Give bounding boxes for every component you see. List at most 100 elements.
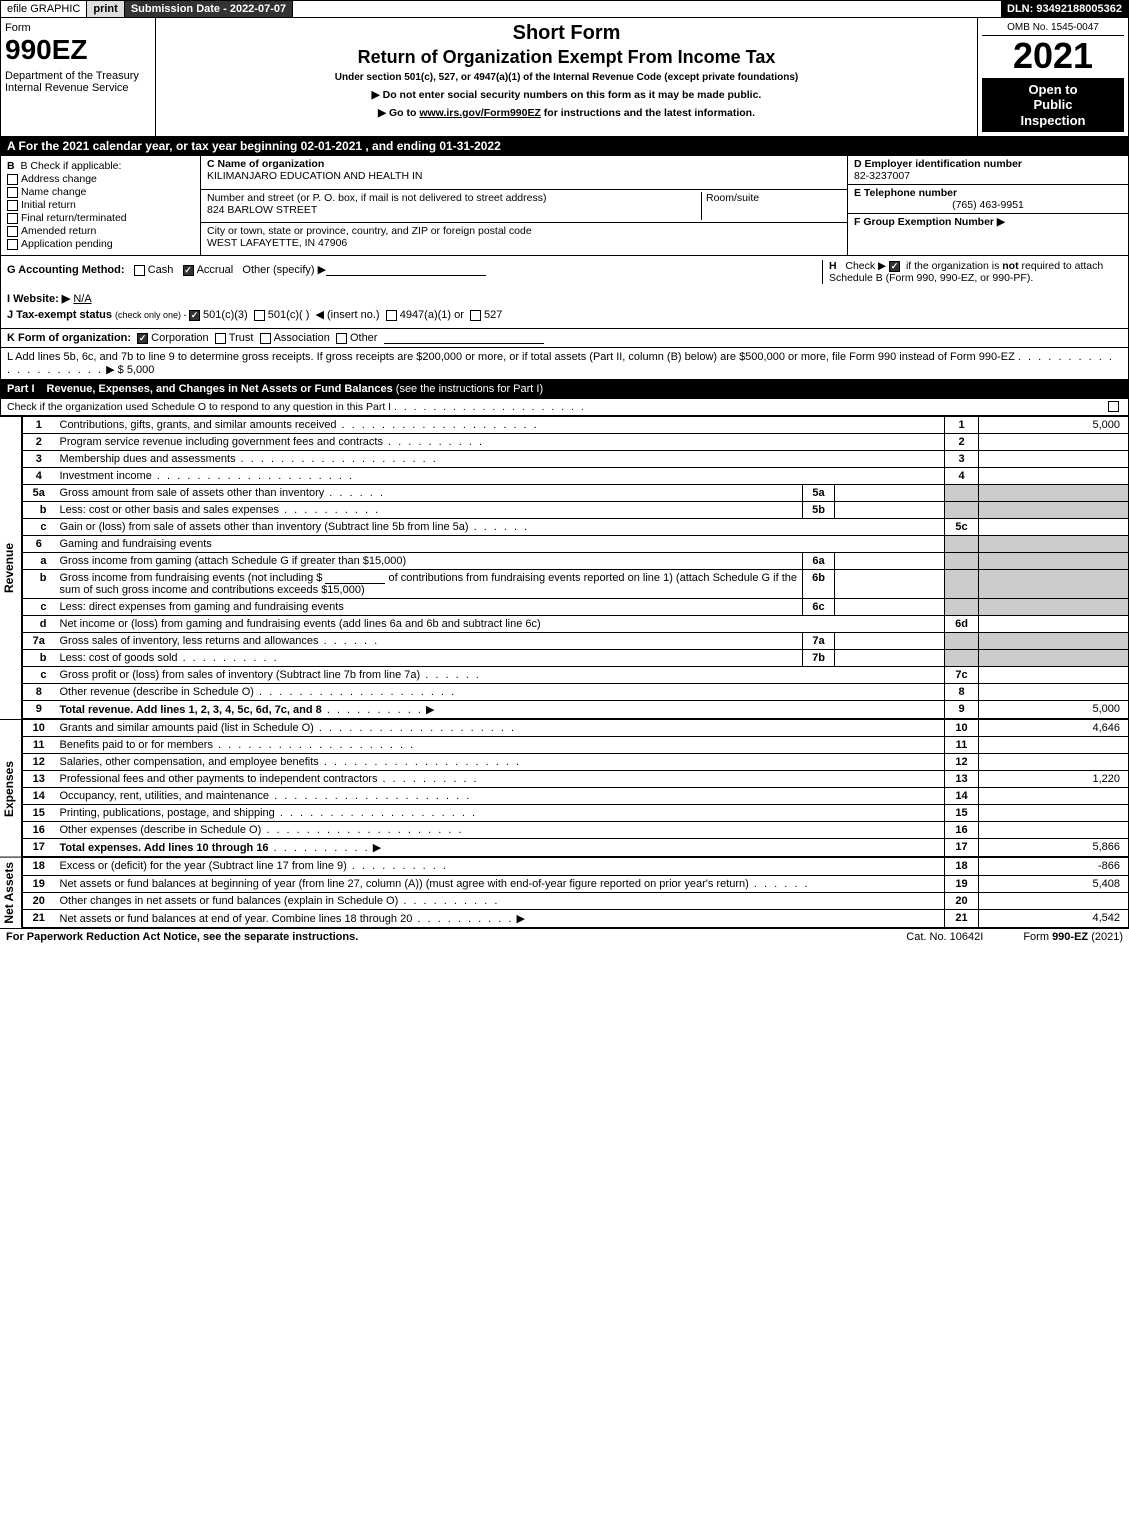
submission-date: Submission Date - 2022-07-07: [125, 1, 293, 17]
schedule-b-checkbox[interactable]: [889, 261, 900, 272]
phone-value: (765) 463-9951: [854, 199, 1122, 211]
l7c-ref: 7c: [945, 667, 979, 684]
l9-desc: Total revenue. Add lines 1, 2, 3, 4, 5c,…: [60, 704, 322, 716]
header-left: Form 990EZ Department of the Treasury In…: [1, 18, 156, 136]
l8-num: 8: [23, 684, 55, 701]
phone-label: E Telephone number: [854, 187, 957, 199]
l6d-ref: 6d: [945, 616, 979, 633]
l6b-ref: 6b: [803, 570, 835, 599]
line-15: 15Printing, publications, postage, and s…: [23, 805, 1129, 822]
l6d-desc: Net income or (loss) from gaming and fun…: [60, 618, 541, 630]
paperwork-notice: For Paperwork Reduction Act Notice, see …: [6, 931, 358, 943]
line-6c: cLess: direct expenses from gaming and f…: [23, 599, 1129, 616]
l6-desc: Gaming and fundraising events: [55, 536, 945, 553]
l8-amount: [979, 684, 1129, 701]
l16-ref: 16: [945, 822, 979, 839]
check-application-pending[interactable]: Application pending: [7, 238, 194, 250]
h-not: not: [1002, 260, 1018, 272]
l20-num: 20: [23, 892, 55, 909]
l19-desc: Net assets or fund balances at beginning…: [60, 878, 749, 890]
l17-num: 17: [23, 839, 55, 857]
l16-desc: Other expenses (describe in Schedule O): [60, 824, 262, 836]
line-5a: 5aGross amount from sale of assets other…: [23, 485, 1129, 502]
part-1-grid: Revenue 1Contributions, gifts, grants, a…: [0, 416, 1129, 928]
part-1-num: Part I: [7, 383, 35, 395]
entity-info-block: B B Check if applicable: Address change …: [0, 156, 1129, 256]
ein-label: D Employer identification number: [854, 158, 1022, 170]
opt-527: 527: [484, 309, 502, 321]
line-5b: bLess: cost or other basis and sales exp…: [23, 502, 1129, 519]
l1-ref: 1: [945, 417, 979, 434]
part-1-header: Part I Revenue, Expenses, and Changes in…: [0, 380, 1129, 399]
l6-num: 6: [23, 536, 55, 553]
check-name-change[interactable]: Name change: [7, 186, 194, 198]
line-7a: 7aGross sales of inventory, less returns…: [23, 633, 1129, 650]
l7b-inner-amount: [835, 650, 945, 667]
l14-amount: [979, 788, 1129, 805]
line-3: 3Membership dues and assessments3: [23, 451, 1129, 468]
line-6b: bGross income from fundraising events (n…: [23, 570, 1129, 599]
l1-amount: 5,000: [979, 417, 1129, 434]
l13-ref: 13: [945, 771, 979, 788]
section-c: C Name of organization KILIMANJARO EDUCA…: [201, 156, 848, 255]
section-b-label: B Check if applicable:: [20, 160, 121, 172]
l6b-inner-amount: [835, 570, 945, 599]
part-1-title: Revenue, Expenses, and Changes in Net As…: [47, 383, 393, 395]
l7b-ref: 7b: [803, 650, 835, 667]
line-2: 2Program service revenue including gover…: [23, 434, 1129, 451]
line-20: 20 Other changes in net assets or fund ba…: [23, 892, 1129, 909]
l2-desc: Program service revenue including govern…: [60, 436, 383, 448]
l9-amount: 5,000: [979, 701, 1129, 719]
l7a-ref: 7a: [803, 633, 835, 650]
check-address-change[interactable]: Address change: [7, 173, 194, 185]
insert-no: ◀ (insert no.): [315, 309, 379, 321]
goto-suffix: for instructions and the latest informat…: [541, 107, 755, 119]
l20-desc: Other changes in net assets or fund bala…: [60, 895, 399, 907]
line-6d: dNet income or (loss) from gaming and fu…: [23, 616, 1129, 633]
line-19: 19Net assets or fund balances at beginni…: [23, 875, 1129, 892]
l11-num: 11: [23, 737, 55, 754]
opt-trust: Trust: [229, 332, 254, 344]
l5c-num: c: [23, 519, 55, 536]
l9-ref: 9: [945, 701, 979, 719]
main-title: Return of Organization Exempt From Incom…: [164, 47, 969, 68]
form-ref-suffix: (2021): [1088, 931, 1123, 943]
check-final-return[interactable]: Final return/terminated: [7, 212, 194, 224]
irs-link[interactable]: www.irs.gov/Form990EZ: [419, 107, 541, 119]
goto-instruction: ▶ Go to www.irs.gov/Form990EZ for instru…: [164, 107, 969, 119]
print-button[interactable]: print: [87, 1, 124, 17]
street-label: Number and street (or P. O. box, if mail…: [207, 192, 546, 204]
schedule-o-checkbox[interactable]: [1108, 401, 1119, 412]
l21-ref: 21: [945, 909, 979, 927]
l13-num: 13: [23, 771, 55, 788]
website-value: N/A: [73, 293, 373, 305]
opt-501c: 501(c)( ): [268, 309, 310, 321]
l10-desc: Grants and similar amounts paid (list in…: [60, 722, 314, 734]
l7b-desc: Less: cost of goods sold: [60, 652, 178, 664]
org-name: KILIMANJARO EDUCATION AND HEALTH IN: [207, 170, 841, 182]
check-initial-return[interactable]: Initial return: [7, 199, 194, 211]
part-1-sub: (see the instructions for Part I): [396, 383, 543, 395]
street-address: 824 BARLOW STREET: [207, 204, 701, 216]
opt-amended-return: Amended return: [21, 225, 96, 237]
form-word: Form: [5, 22, 151, 34]
line-7c: cGross profit or (loss) from sales of in…: [23, 667, 1129, 684]
l6a-ref: 6a: [803, 553, 835, 570]
dln-label: DLN: 93492188005362: [1001, 1, 1128, 17]
under-section: Under section 501(c), 527, or 4947(a)(1)…: [164, 72, 969, 83]
l4-num: 4: [23, 468, 55, 485]
room-suite: Room/suite: [701, 192, 841, 220]
l12-desc: Salaries, other compensation, and employ…: [60, 756, 319, 768]
check-amended-return[interactable]: Amended return: [7, 225, 194, 237]
city-state-zip: WEST LAFAYETTE, IN 47906: [207, 237, 841, 249]
section-k: K Form of organization: Corporation Trus…: [0, 329, 1129, 348]
section-h: H Check ▶ if the organization is not req…: [822, 260, 1122, 284]
l15-ref: 15: [945, 805, 979, 822]
l6a-num: a: [23, 553, 55, 570]
l20-amount: [979, 892, 1129, 909]
section-b-title: B B Check if applicable:: [7, 160, 194, 172]
l21-num: 21: [23, 909, 55, 927]
header-center: Short Form Return of Organization Exempt…: [156, 18, 978, 136]
ein-value: 82-3237007: [854, 170, 910, 182]
l7b-num: b: [23, 650, 55, 667]
